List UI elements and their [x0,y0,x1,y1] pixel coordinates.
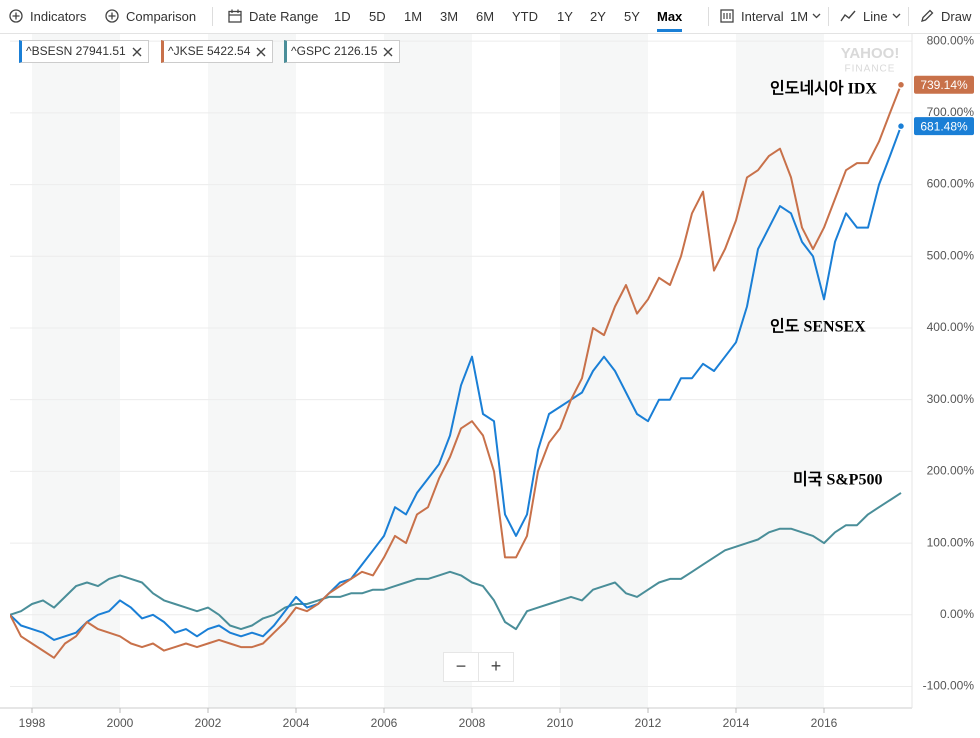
interval-label: Interval [741,9,784,24]
x-tick-label: 2010 [547,716,574,730]
y-tick-label: 100.00% [927,535,975,549]
draw-button[interactable]: Draw [941,9,972,24]
date-range-button[interactable]: Date Range [249,9,319,24]
y-tick-label: 400.00% [927,320,975,334]
annotation: 미국 S&P500 [793,471,882,489]
legend-quote: 27941.51 [75,44,126,58]
icon [921,9,934,22]
range-button[interactable]: 2Y [590,9,606,24]
y-tick-label: -100.00% [923,679,975,693]
series-line [10,84,902,659]
range-button[interactable]: 1D [334,9,351,24]
icon [256,47,266,57]
legend-name: ^GSPC [291,44,331,58]
remove-button[interactable] [383,47,393,57]
icon [9,9,23,23]
separator [908,7,909,26]
legend-quote: 2126.15 [333,44,378,58]
x-tick-label: 1998 [19,716,46,730]
range-button[interactable]: 1M [404,9,423,24]
icon [105,9,119,23]
shaded-band [208,34,296,708]
y-tick-label: 700.00% [927,105,975,119]
icon [132,47,142,57]
x-tick-label: 2006 [371,716,398,730]
shaded-band [384,34,472,708]
x-tick-label: 2000 [107,716,134,730]
end-label: 681.48% [920,119,968,133]
comparison-button[interactable]: Comparison [126,9,197,24]
legend-item: ^GSPC 2126.15 [284,40,401,63]
legend-name: ^BSESN [26,44,73,58]
x-tick-label: 2016 [811,716,838,730]
icon [720,9,734,23]
y-tick-label: 0.00% [940,607,974,621]
x-tick-label: 2014 [723,716,750,730]
zoom-controls: − + [443,652,514,682]
x-tick-label: 2008 [459,716,486,730]
zoom-in[interactable]: + [478,653,513,681]
remove-button[interactable] [256,47,266,57]
chevron [812,13,821,19]
x-tick-label: 2012 [635,716,662,730]
end-flag [914,75,974,94]
separator [828,7,829,26]
interval-value[interactable]: 1M [790,9,809,24]
range-button[interactable]: 5Y [624,9,640,24]
watermark: FINANCE [845,64,896,75]
y-tick-label: 600.00% [927,177,975,191]
remove-button[interactable] [132,47,142,57]
series-line [10,125,902,641]
range-button[interactable]: 6M [476,9,495,24]
icon [228,9,242,23]
shaded-band [560,34,648,708]
x-tick-label: 2002 [195,716,222,730]
icon [840,10,856,22]
chart-style[interactable]: Line [863,9,888,24]
legend-item: ^JKSE 5422.54 [161,40,274,63]
separator [708,7,709,26]
y-tick-label: 200.00% [927,464,975,478]
end-flag [914,117,974,136]
icon [383,47,393,57]
legend-name: ^JKSE [168,44,204,58]
series-line [10,492,902,631]
y-tick-label: 300.00% [927,392,975,406]
separator [212,7,213,26]
annotation: 인도 SENSEX [770,318,866,336]
end-label: 739.14% [920,78,968,92]
y-tick-label: 500.00% [927,248,975,262]
annotation: 인도네시아 IDX [770,80,877,98]
y-tick-label: 800.00% [927,33,975,47]
watermark: YAHOO! [841,45,900,62]
x-tick-label: 2004 [283,716,310,730]
legend-quote: 5422.54 [207,44,251,58]
toolbar: Indicators Comparison Date Range 1D 5D 1M 3… [0,0,980,34]
range-button[interactable]: 3M [440,9,459,24]
chevron [892,13,901,19]
range-button[interactable]: 5D [369,9,386,24]
range-button[interactable]: YTD [512,9,538,24]
indicators-button[interactable]: Indicators [30,9,87,24]
range-button[interactable]: Max [657,9,683,32]
range-button[interactable]: 1Y [557,9,573,24]
shaded-band [32,34,120,708]
legend-item: ^BSESN 27941.51 [19,40,149,63]
end-dot [896,121,906,131]
shaded-band [736,34,824,708]
zoom-out[interactable]: − [455,656,467,676]
end-dot [896,80,906,90]
